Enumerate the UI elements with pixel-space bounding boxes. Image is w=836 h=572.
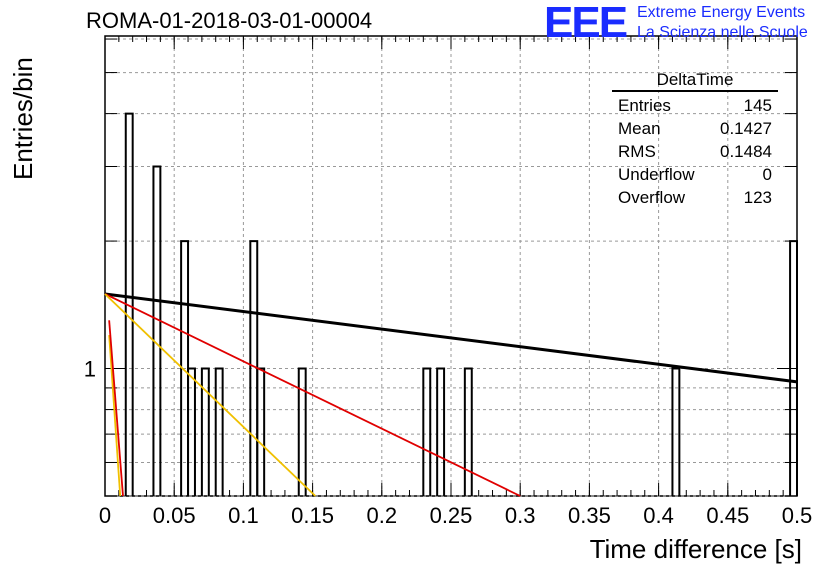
x-tick-label: 0.25 bbox=[430, 503, 473, 528]
stats-label: Entries bbox=[618, 96, 671, 115]
stats-row-overflow: Overflow 123 bbox=[612, 186, 778, 209]
histogram-bin bbox=[789, 240, 798, 496]
stats-row-rms: RMS 0.1484 bbox=[612, 140, 778, 163]
histogram-bin bbox=[422, 367, 432, 496]
x-tick-label: 0.4 bbox=[643, 503, 674, 528]
stats-row-underflow: Underflow 0 bbox=[612, 163, 778, 186]
x-tick-label: 0.35 bbox=[568, 503, 611, 528]
histogram-bin bbox=[152, 165, 162, 496]
tick-labels: 0 0.05 0.1 0.15 0.2 0.25 0.3 0.35 0.4 0.45 0.5 1 bbox=[84, 357, 813, 528]
x-tick-label: 0.2 bbox=[367, 503, 398, 528]
histogram-bin bbox=[214, 367, 224, 496]
histogram-bin bbox=[297, 367, 307, 496]
stats-value: 0 bbox=[762, 165, 772, 184]
histogram-bin bbox=[200, 367, 210, 496]
stats-value: 123 bbox=[743, 188, 772, 207]
fit-curve-red bbox=[104, 293, 521, 497]
stats-title: DeltaTime bbox=[612, 70, 778, 92]
x-tick-label: 0 bbox=[99, 503, 111, 528]
fit-curves bbox=[104, 292, 798, 497]
eee-logo-mark: EEE bbox=[544, 0, 628, 47]
stats-label: Mean bbox=[618, 119, 661, 138]
fit-curve-yellow bbox=[104, 293, 316, 497]
stats-row-entries: Entries 145 bbox=[612, 94, 778, 117]
fit-curve-red bbox=[108, 320, 124, 497]
run-title: ROMA-01-2018-03-01-00004 bbox=[86, 8, 373, 33]
logo-line-2: La Scienza nelle Scuole bbox=[637, 24, 808, 41]
stats-row-mean: Mean 0.1427 bbox=[612, 117, 778, 140]
x-tick-label: 0.3 bbox=[505, 503, 536, 528]
x-tick-label: 0.5 bbox=[782, 503, 813, 528]
histogram-bin bbox=[256, 367, 266, 496]
fit-curve-black bbox=[104, 292, 798, 384]
fit-curve-yellow bbox=[108, 334, 122, 497]
stats-label: RMS bbox=[618, 142, 656, 161]
stats-label: Underflow bbox=[618, 165, 695, 184]
y-axis-label: Entries/bin bbox=[8, 57, 38, 180]
x-tick-label: 0.1 bbox=[228, 503, 259, 528]
histogram-bin bbox=[436, 367, 446, 496]
stats-box: DeltaTime Entries 145 Mean 0.1427 RMS 0.148… bbox=[612, 70, 778, 209]
x-tick-label: 0.05 bbox=[153, 503, 196, 528]
histogram-bin bbox=[187, 367, 196, 496]
stats-value: 145 bbox=[743, 96, 772, 115]
stats-value: 0.1484 bbox=[720, 142, 772, 161]
stats-value: 0.1427 bbox=[720, 119, 772, 138]
histogram-bin bbox=[463, 367, 473, 496]
x-axis-label: Time difference [s] bbox=[589, 534, 802, 564]
histogram-bin bbox=[671, 367, 681, 496]
x-tick-label: 0.45 bbox=[706, 503, 749, 528]
x-tick-label: 0.15 bbox=[291, 503, 334, 528]
stats-label: Overflow bbox=[618, 188, 686, 207]
logo-line-1: Extreme Energy Events bbox=[637, 4, 806, 21]
y-tick-label: 1 bbox=[84, 357, 96, 382]
